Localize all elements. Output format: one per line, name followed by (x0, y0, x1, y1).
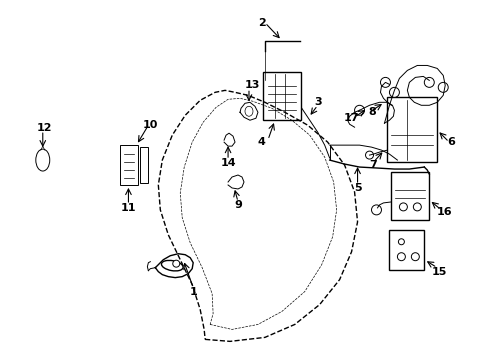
Circle shape (380, 77, 389, 87)
Bar (263, 72, 300, 120)
Text: 17: 17 (343, 113, 359, 123)
Circle shape (388, 87, 399, 97)
Circle shape (172, 260, 180, 267)
Text: 11: 11 (121, 203, 136, 213)
Text: 4: 4 (258, 137, 265, 147)
Text: 12: 12 (37, 123, 52, 133)
Text: 15: 15 (431, 267, 446, 276)
Text: 10: 10 (142, 120, 158, 130)
Text: 9: 9 (234, 200, 242, 210)
Bar (386, 97, 436, 162)
Bar (390, 172, 428, 220)
Bar (120, 145, 138, 185)
Bar (388, 230, 424, 270)
Text: 5: 5 (353, 183, 361, 193)
Circle shape (365, 151, 373, 159)
Text: 8: 8 (368, 107, 376, 117)
Text: 13: 13 (244, 80, 259, 90)
Circle shape (354, 105, 364, 115)
Text: 14: 14 (220, 158, 235, 168)
Circle shape (424, 77, 433, 87)
Bar (140, 147, 148, 183)
Text: 3: 3 (313, 97, 321, 107)
Text: 6: 6 (447, 137, 454, 147)
Text: 7: 7 (369, 160, 377, 170)
Circle shape (437, 82, 447, 92)
Text: 16: 16 (435, 207, 451, 217)
Text: 2: 2 (258, 18, 265, 28)
Text: 1: 1 (189, 287, 197, 297)
Circle shape (371, 205, 381, 215)
